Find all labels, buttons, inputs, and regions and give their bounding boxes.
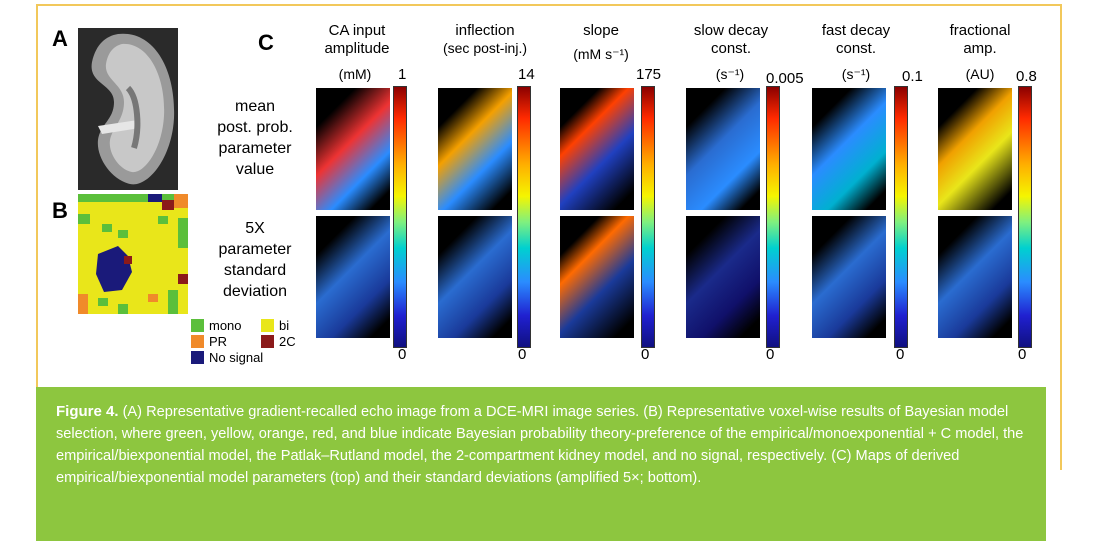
colorbar-min: 0 <box>766 346 775 363</box>
column-title-fast-decay: fast decay const. <box>821 22 891 57</box>
map-slow-decay-mean <box>686 88 760 210</box>
column-unit-slow-decay: (s⁻¹) <box>715 66 745 82</box>
colorbar-min: 0 <box>896 346 905 363</box>
colorbar <box>766 86 780 348</box>
row-label-std: 5X parameter standard deviation <box>218 220 292 300</box>
colorbar <box>641 86 655 348</box>
column-unit-slope: (mM s⁻¹) <box>573 46 629 62</box>
column-title-inflection: inflection <box>455 22 515 39</box>
legend-item-no-signal: No signal <box>191 350 263 365</box>
legend-swatch <box>191 319 204 332</box>
column-title-slow-decay: slow decay const. <box>693 22 769 57</box>
colorbar <box>894 86 908 348</box>
map-fractional-amp-std <box>938 216 1012 338</box>
colorbar-max: 0.8 <box>1016 68 1037 85</box>
gre-image <box>78 28 178 190</box>
map-ca-input-mean <box>316 88 390 210</box>
legend-swatch <box>261 335 274 348</box>
colorbar <box>393 86 407 348</box>
colorbar-max: 0.005 <box>766 70 804 87</box>
colorbar-min: 0 <box>398 346 407 363</box>
colorbar-max: 0.1 <box>902 68 923 85</box>
map-inflection-mean <box>438 88 512 210</box>
map-fast-decay-std <box>812 216 886 338</box>
column-unit-inflection: (sec post-inj.) <box>442 40 528 56</box>
column-title-slope: slope <box>583 22 619 39</box>
colorbar-max: 14 <box>518 66 535 83</box>
map-slope-std <box>560 216 634 338</box>
legend-label: bi <box>279 318 290 333</box>
legend-item-2c: 2C <box>261 334 296 349</box>
colorbar <box>1018 86 1032 348</box>
colorbar-min: 0 <box>641 346 650 363</box>
legend-item-pr: PR <box>191 334 227 349</box>
legend-item-mono: mono <box>191 318 242 333</box>
panel-label-b: B <box>52 198 68 223</box>
column-unit-fractional-amp: (AU) <box>965 66 995 82</box>
column-title-fractional-amp: fractional amp. <box>949 22 1011 57</box>
legend-swatch <box>261 319 274 332</box>
map-slow-decay-std <box>686 216 760 338</box>
legend-swatch <box>191 335 204 348</box>
row-label-mean: mean post. prob. parameter value <box>217 98 293 178</box>
model-selection-map <box>78 194 188 314</box>
figure-caption: Figure 4. (A) Representative gradient-re… <box>36 387 1046 541</box>
map-inflection-std <box>438 216 512 338</box>
legend-label: PR <box>209 334 228 349</box>
panel-label-c: C <box>258 30 274 55</box>
map-fast-decay-mean <box>812 88 886 210</box>
column-unit-fast-decay: (s⁻¹) <box>841 66 871 82</box>
map-fractional-amp-mean <box>938 88 1012 210</box>
map-slope-mean <box>560 88 634 210</box>
colorbar <box>517 86 531 348</box>
colorbar-min: 0 <box>518 346 527 363</box>
colorbar-min: 0 <box>1018 346 1027 363</box>
legend-label: mono <box>209 318 242 333</box>
column-unit-ca-input: (mM) <box>338 66 372 82</box>
caption-text: (A) Representative gradient-recalled ech… <box>56 404 1024 486</box>
figure-frame <box>36 4 1062 470</box>
legend-swatch <box>191 351 204 364</box>
panel-label-a: A <box>52 26 68 51</box>
colorbar-max: 175 <box>636 66 662 83</box>
map-ca-input-std <box>316 216 390 338</box>
legend-item-bi: bi <box>261 318 289 333</box>
legend-label: 2C <box>279 334 296 349</box>
colorbar-max: 1 <box>398 66 407 83</box>
caption-label: Figure 4. <box>56 403 119 420</box>
column-title-ca-input: CA input amplitude <box>324 22 390 57</box>
legend-label: No signal <box>209 350 264 365</box>
